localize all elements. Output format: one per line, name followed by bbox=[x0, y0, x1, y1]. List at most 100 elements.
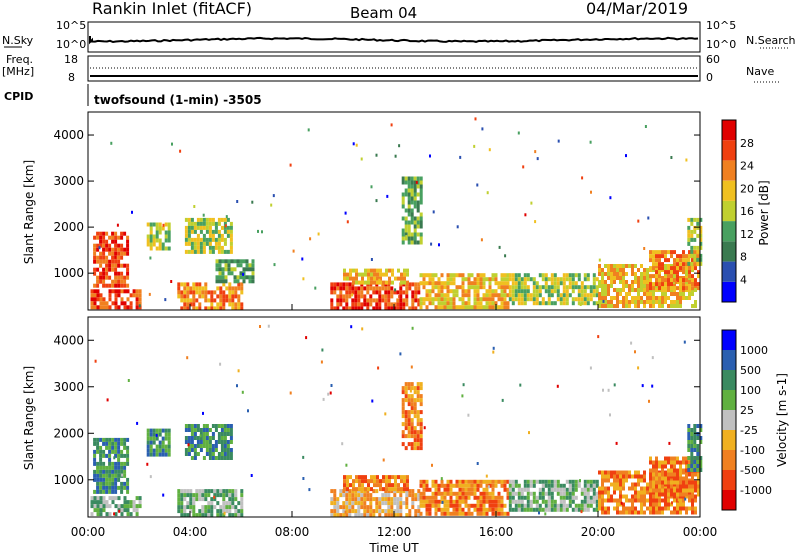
data-cell bbox=[619, 268, 622, 272]
data-cell bbox=[619, 272, 622, 276]
data-cell bbox=[399, 505, 403, 510]
data-cell bbox=[251, 263, 255, 268]
data-cell bbox=[398, 144, 401, 148]
data-cell bbox=[354, 302, 358, 307]
colorbar-tick-label: -500 bbox=[740, 464, 765, 477]
data-cell bbox=[553, 479, 557, 484]
data-cell bbox=[381, 497, 385, 502]
data-cell bbox=[595, 301, 599, 306]
data-cell bbox=[401, 176, 405, 181]
data-cell bbox=[403, 483, 406, 488]
data-cell bbox=[467, 305, 471, 310]
data-cell bbox=[467, 511, 471, 516]
data-cell bbox=[508, 277, 512, 282]
data-cell bbox=[231, 306, 235, 311]
data-cell bbox=[455, 511, 459, 516]
data-cell bbox=[388, 487, 391, 492]
data-cell bbox=[652, 266, 655, 271]
data-cell bbox=[99, 465, 103, 470]
data-cell bbox=[108, 247, 112, 252]
data-cell bbox=[488, 293, 492, 298]
data-cell bbox=[679, 266, 682, 271]
data-cell bbox=[410, 216, 414, 221]
data-cell bbox=[503, 277, 507, 282]
data-cell bbox=[556, 277, 560, 282]
data-cell bbox=[410, 236, 414, 241]
data-cell bbox=[96, 508, 100, 513]
data-cell bbox=[208, 452, 212, 456]
data-cell bbox=[688, 480, 691, 485]
data-cell bbox=[649, 460, 652, 465]
data-cell bbox=[696, 468, 700, 472]
data-cell bbox=[167, 448, 171, 453]
data-cell bbox=[473, 487, 477, 492]
data-cell bbox=[622, 502, 625, 507]
data-cell bbox=[419, 479, 423, 484]
data-cell bbox=[413, 410, 417, 415]
data-cell bbox=[330, 306, 334, 311]
data-cell bbox=[108, 445, 112, 450]
data-cell bbox=[485, 491, 489, 496]
data-cell bbox=[676, 488, 679, 493]
data-cell bbox=[111, 283, 115, 288]
data-cell bbox=[464, 301, 468, 306]
data-cell bbox=[446, 289, 450, 294]
data-cell bbox=[461, 479, 465, 484]
data-cell bbox=[393, 513, 397, 518]
data-cell bbox=[117, 293, 121, 298]
data-cell bbox=[186, 306, 190, 311]
data-cell bbox=[410, 418, 414, 423]
data-cell bbox=[105, 453, 109, 458]
data-cell bbox=[422, 487, 426, 492]
data-cell bbox=[559, 281, 563, 286]
data-cell bbox=[497, 495, 501, 500]
data-cell bbox=[688, 296, 691, 300]
data-cell bbox=[696, 444, 700, 448]
data-cell bbox=[190, 225, 194, 230]
data-cell bbox=[114, 271, 118, 276]
data-cell bbox=[568, 281, 572, 286]
data-cell bbox=[330, 298, 334, 303]
data-cell bbox=[152, 428, 156, 433]
data-cell bbox=[99, 297, 103, 302]
data-cell bbox=[514, 479, 518, 484]
data-cell bbox=[226, 249, 230, 254]
data-cell bbox=[589, 483, 593, 488]
data-cell bbox=[685, 258, 688, 263]
data-cell bbox=[688, 494, 691, 499]
data-cell bbox=[193, 249, 197, 254]
data-cell bbox=[126, 263, 130, 268]
data-cell bbox=[651, 384, 654, 388]
data-cell bbox=[628, 486, 631, 491]
data-cell bbox=[476, 273, 480, 278]
data-cell bbox=[120, 289, 124, 294]
data-cell bbox=[211, 432, 215, 436]
data-cell bbox=[520, 289, 524, 294]
data-cell bbox=[135, 297, 139, 302]
data-cell bbox=[99, 449, 103, 454]
data-cell bbox=[568, 483, 572, 488]
data-cell bbox=[146, 428, 150, 433]
data-cell bbox=[186, 505, 190, 510]
data-cell bbox=[228, 513, 232, 518]
data-cell bbox=[369, 497, 373, 502]
data-cell bbox=[93, 469, 97, 474]
data-cell bbox=[411, 489, 415, 494]
data-cell bbox=[634, 272, 637, 276]
data-cell bbox=[658, 278, 661, 283]
data-cell bbox=[476, 183, 479, 187]
data-cell bbox=[396, 505, 400, 510]
data-cell bbox=[637, 494, 640, 499]
data-cell bbox=[146, 444, 150, 449]
data-cell bbox=[126, 453, 130, 458]
data-cell bbox=[592, 289, 596, 294]
data-cell bbox=[556, 487, 560, 492]
data-cell bbox=[333, 290, 337, 295]
y-tick-label: 2000 bbox=[53, 220, 84, 234]
data-cell bbox=[105, 231, 109, 236]
data-cell bbox=[649, 472, 652, 477]
data-cell bbox=[431, 495, 435, 500]
data-cell bbox=[370, 268, 373, 273]
data-cell bbox=[430, 242, 433, 246]
data-cell bbox=[622, 264, 625, 268]
